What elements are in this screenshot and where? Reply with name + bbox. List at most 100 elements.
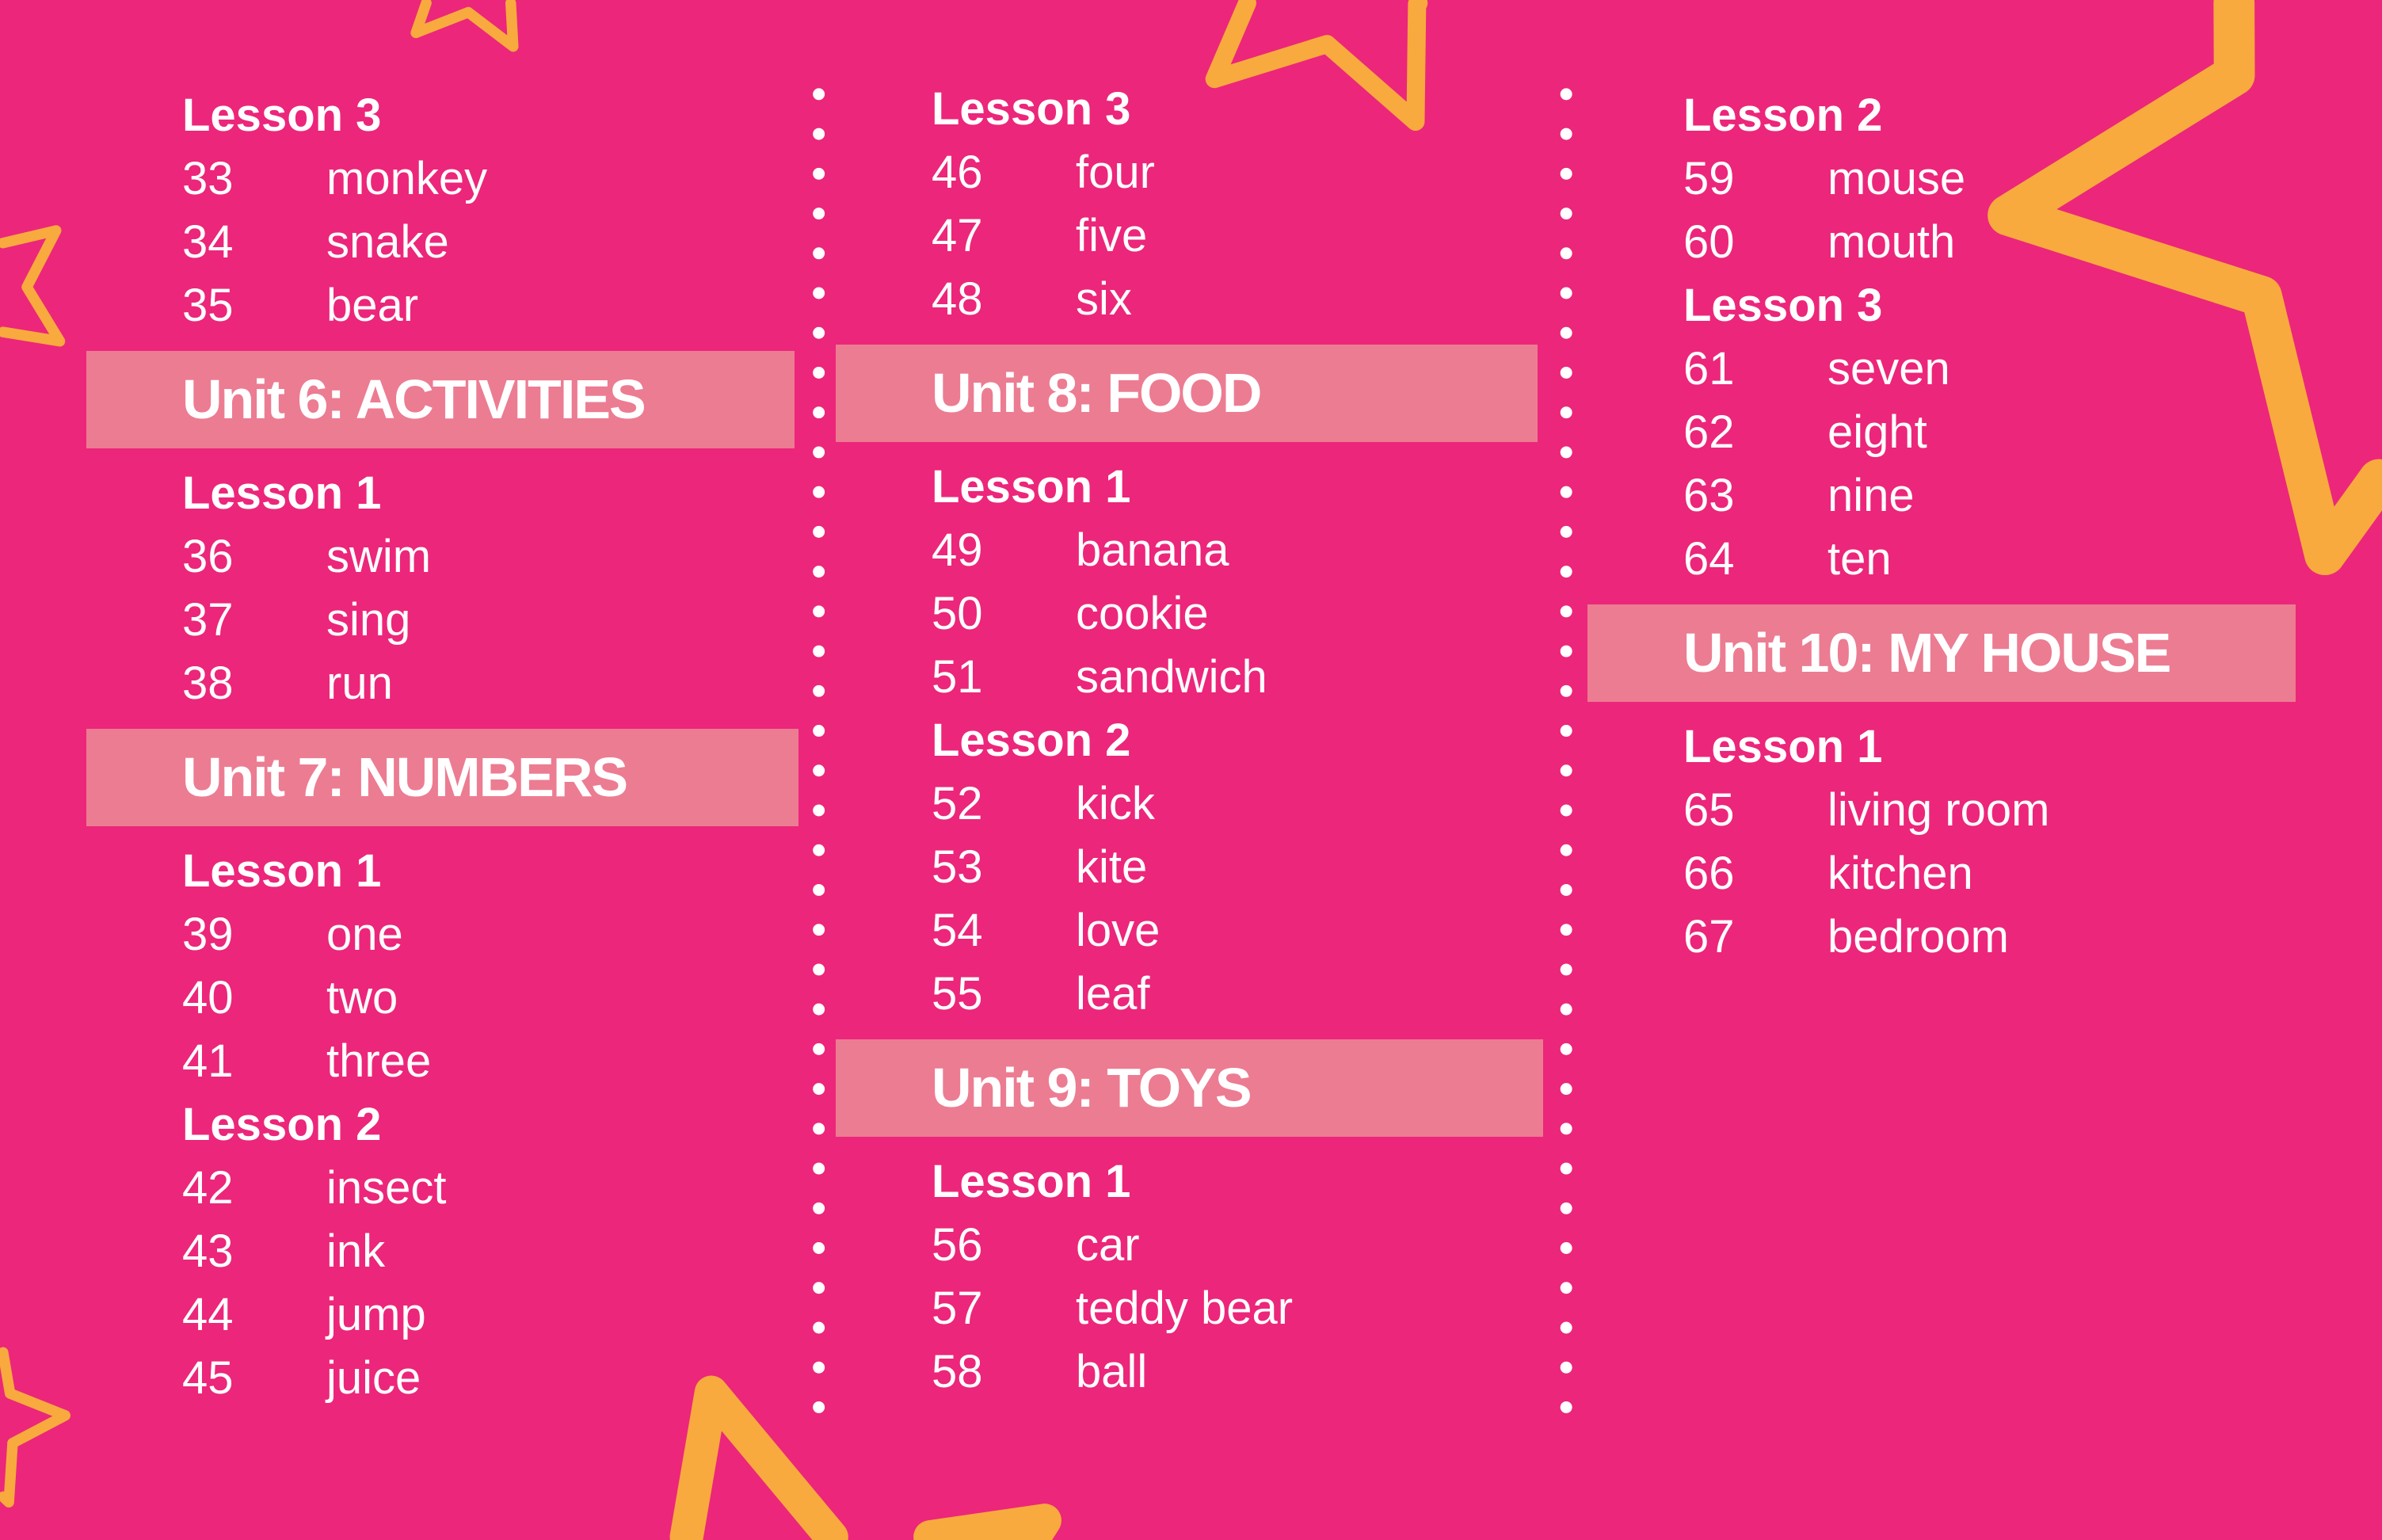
divider-dot bbox=[1560, 128, 1572, 140]
divider-dot bbox=[813, 1003, 825, 1016]
divider-dot bbox=[1560, 486, 1572, 498]
vocab-item: 50 cookie bbox=[836, 582, 1538, 646]
item-word: monkey bbox=[326, 153, 488, 204]
item-word: jump bbox=[326, 1289, 426, 1340]
item-word: ink bbox=[326, 1226, 386, 1277]
divider-dot bbox=[813, 88, 825, 101]
divider-dot bbox=[813, 1202, 825, 1214]
divider-dot bbox=[813, 247, 825, 260]
divider-dot bbox=[1560, 764, 1572, 777]
item-number: 38 bbox=[182, 658, 234, 709]
lesson-heading: Lesson 1 bbox=[86, 462, 795, 525]
lesson-label: Lesson 2 bbox=[182, 1099, 382, 1150]
item-number: 57 bbox=[932, 1283, 983, 1334]
vocab-item: 66 kitchen bbox=[1587, 842, 2296, 905]
item-number: 53 bbox=[932, 841, 983, 893]
divider-dot bbox=[813, 684, 825, 697]
unit-title: Unit 8: FOOD bbox=[932, 362, 1262, 424]
item-word: ten bbox=[1827, 533, 1892, 585]
star-outline-icon bbox=[0, 225, 66, 347]
unit-heading: Unit 10: MY HOUSE bbox=[1587, 604, 2296, 702]
vocab-item: 54 love bbox=[836, 899, 1538, 962]
star-outline-icon bbox=[1988, 0, 2382, 576]
item-word: bear bbox=[326, 280, 419, 331]
vocab-item: 45 juice bbox=[86, 1347, 795, 1410]
star-outline-icon bbox=[410, 0, 519, 52]
lesson-label: Lesson 2 bbox=[932, 715, 1131, 766]
divider-dot bbox=[1560, 684, 1572, 697]
vocab-item: 37 sing bbox=[86, 589, 795, 652]
lesson-heading: Lesson 1 bbox=[1587, 715, 2296, 779]
item-number: 63 bbox=[1683, 470, 1735, 521]
item-word: five bbox=[1076, 210, 1148, 261]
item-word: ball bbox=[1076, 1346, 1148, 1397]
item-number: 48 bbox=[932, 273, 983, 325]
item-number: 41 bbox=[182, 1035, 234, 1087]
unit-heading: Unit 6: ACTIVITIES bbox=[86, 351, 795, 448]
divider-dot bbox=[813, 1162, 825, 1175]
item-word: sandwich bbox=[1076, 651, 1267, 703]
star-outline-icon bbox=[1205, 0, 1428, 132]
vocab-item: 63 nine bbox=[1587, 464, 2296, 528]
vocab-item: 67 bedroom bbox=[1587, 905, 2296, 969]
vocab-column-1: Lesson 3 33 monkey 34 snake 35 bear Unit 6: ACT… bbox=[86, 84, 798, 1410]
item-number: 43 bbox=[182, 1226, 234, 1277]
vocab-item: 49 banana bbox=[836, 519, 1538, 582]
item-word: eight bbox=[1827, 406, 1927, 458]
divider-dot bbox=[813, 1321, 825, 1334]
item-number: 60 bbox=[1683, 216, 1735, 268]
unit-title: Unit 7: NUMBERS bbox=[182, 746, 628, 808]
item-word: juice bbox=[326, 1352, 421, 1404]
lesson-label: Lesson 3 bbox=[932, 83, 1131, 135]
divider-dot bbox=[813, 725, 825, 738]
lesson-label: Lesson 1 bbox=[932, 461, 1131, 513]
divider-dot bbox=[1560, 1282, 1572, 1294]
vocab-item: 36 swim bbox=[86, 525, 795, 589]
item-number: 56 bbox=[932, 1219, 983, 1271]
vocab-item: 64 ten bbox=[1587, 528, 2296, 591]
divider-dot bbox=[813, 764, 825, 777]
divider-dot bbox=[813, 1083, 825, 1096]
unit-heading: Unit 7: NUMBERS bbox=[86, 729, 798, 826]
divider-dot bbox=[1560, 1162, 1572, 1175]
divider-dot bbox=[813, 406, 825, 419]
item-word: kick bbox=[1076, 778, 1155, 829]
item-number: 44 bbox=[182, 1289, 234, 1340]
divider-dot bbox=[1560, 963, 1572, 976]
vocab-item: 61 seven bbox=[1587, 337, 2296, 401]
item-number: 34 bbox=[182, 216, 234, 268]
divider-dot bbox=[813, 844, 825, 856]
divider-dot bbox=[1560, 883, 1572, 896]
divider-dot bbox=[1560, 247, 1572, 260]
lesson-heading: Lesson 3 bbox=[1587, 274, 2296, 337]
item-word: car bbox=[1076, 1219, 1140, 1271]
item-number: 65 bbox=[1683, 784, 1735, 836]
divider-dot bbox=[1560, 1123, 1572, 1135]
vocab-item: 47 five bbox=[836, 204, 1538, 268]
divider-dot bbox=[813, 1123, 825, 1135]
item-number: 50 bbox=[932, 588, 983, 639]
lesson-label: Lesson 3 bbox=[1683, 280, 1883, 331]
divider-dot bbox=[1560, 1242, 1572, 1254]
item-number: 47 bbox=[932, 210, 983, 261]
vocab-item: 38 run bbox=[86, 652, 795, 715]
divider-dot bbox=[1560, 924, 1572, 936]
item-number: 64 bbox=[1683, 533, 1735, 585]
item-number: 46 bbox=[932, 147, 983, 198]
divider-dot bbox=[1560, 287, 1572, 299]
item-word: mouth bbox=[1827, 216, 1956, 268]
lesson-heading: Lesson 2 bbox=[1587, 84, 2296, 147]
divider-dot bbox=[1560, 366, 1572, 379]
item-word: one bbox=[326, 909, 403, 960]
vocab-column-2: Lesson 3 46 four 47 five 48 six Unit 8: FOOD Les… bbox=[836, 78, 1543, 1404]
item-number: 52 bbox=[932, 778, 983, 829]
lesson-label: Lesson 2 bbox=[1683, 90, 1883, 141]
vocab-item: 62 eight bbox=[1587, 401, 2296, 464]
divider-dot bbox=[813, 1242, 825, 1254]
divider-dot bbox=[813, 486, 825, 498]
divider-dot bbox=[813, 566, 825, 578]
divider-dot bbox=[813, 605, 825, 618]
item-word: cookie bbox=[1076, 588, 1209, 639]
item-word: run bbox=[326, 658, 393, 709]
